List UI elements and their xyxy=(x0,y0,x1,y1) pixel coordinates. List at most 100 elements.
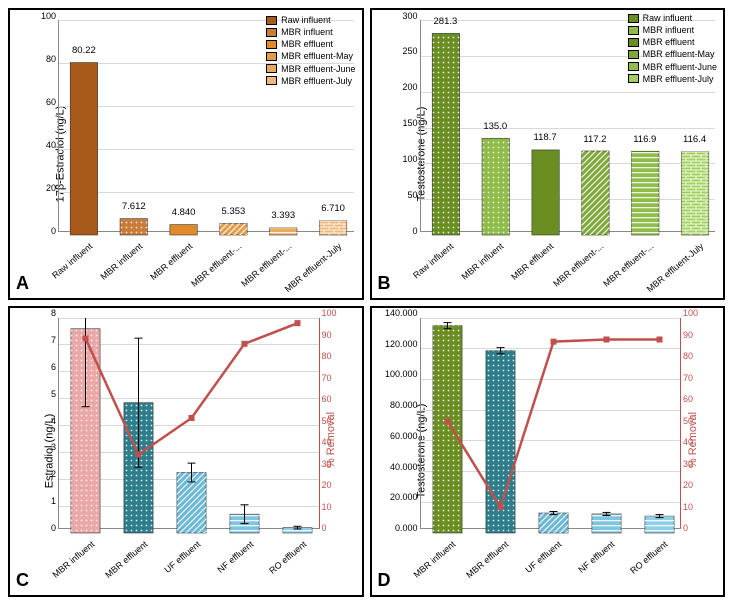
y2-tick: 10 xyxy=(680,502,693,512)
bar-value-label: 80.22 xyxy=(72,45,96,56)
x-tick-label: UF effluent xyxy=(162,539,202,575)
legend-label: Raw influent xyxy=(281,14,331,26)
legend-label: MBR effluent-June xyxy=(281,63,355,75)
bar xyxy=(432,33,459,235)
line-marker xyxy=(550,338,556,344)
plot: 0123456780102030405060708090100 MBR infl… xyxy=(58,318,320,530)
y-tick: 250 xyxy=(402,46,420,56)
gridline xyxy=(421,92,716,93)
y2-tick: 10 xyxy=(319,502,332,512)
y-tick: 7 xyxy=(51,335,59,345)
x-tick-label: MBR influent xyxy=(98,241,144,282)
x-tick-label: MBR effluent xyxy=(148,241,194,282)
y2-tick: 40 xyxy=(680,437,693,447)
bar xyxy=(482,138,509,235)
removal-line xyxy=(447,339,659,507)
panel-letter: A xyxy=(16,273,29,294)
x-tick-label: UF effluent xyxy=(523,539,563,575)
x-tick-label: MBR effluent-... xyxy=(551,241,605,289)
y2-tick: 80 xyxy=(319,351,332,361)
gridline xyxy=(59,398,319,399)
gridline xyxy=(59,318,319,319)
x-tick-label: MBR effluent xyxy=(464,539,510,580)
x-tick-label: MBR influent xyxy=(50,539,96,580)
x-tick-label: MBR effluent-... xyxy=(239,241,293,289)
gridline xyxy=(421,348,681,349)
y2-tick: 50 xyxy=(319,416,332,426)
y-tick: 140.000 xyxy=(385,308,421,318)
legend-item: MBR effluent-May xyxy=(628,48,717,60)
bar xyxy=(71,328,100,532)
y-tick: 40 xyxy=(46,140,59,150)
legend-swatch xyxy=(266,52,277,61)
legend-swatch xyxy=(628,14,639,23)
y-tick: 80 xyxy=(46,54,59,64)
legend-label: MBR effluent xyxy=(281,38,333,50)
y2-tick: 30 xyxy=(319,459,332,469)
y-tick: 100 xyxy=(402,154,420,164)
legend-item: MBR effluent-May xyxy=(266,50,355,62)
x-tick-label: Raw influent xyxy=(411,241,455,280)
bar xyxy=(591,513,620,532)
plot: 0.00020.00040.00060.00080.000100.000120.… xyxy=(420,318,682,530)
x-tick-label: MBR effluent-... xyxy=(190,241,244,289)
legend-label: MBR influent xyxy=(281,26,333,38)
y-tick: 100.000 xyxy=(385,369,421,379)
legend-swatch xyxy=(628,62,639,71)
y2-tick: 100 xyxy=(319,308,337,318)
gridline xyxy=(59,371,319,372)
bar-pattern xyxy=(283,527,312,532)
bar-pattern xyxy=(485,350,514,532)
legend: Raw influentMBR influentMBR effluentMBR … xyxy=(628,12,717,85)
removal-line xyxy=(86,323,298,454)
legend-swatch xyxy=(628,50,639,59)
bar-value-label: 7.612 xyxy=(122,201,146,212)
bar-value-label: 6.710 xyxy=(321,203,345,214)
gridline xyxy=(421,410,681,411)
bar-pattern xyxy=(538,513,567,533)
legend-item: MBR effluent xyxy=(628,36,717,48)
figure-grid: 17β-Estradiol (ng/L)020406080100 80.22Ra… xyxy=(8,8,725,597)
y-tick: 5 xyxy=(51,389,59,399)
gridline xyxy=(59,192,354,193)
gridline xyxy=(59,506,319,507)
panel-letter: B xyxy=(378,273,391,294)
gridline xyxy=(59,106,354,107)
line-marker xyxy=(83,335,89,341)
legend-swatch xyxy=(628,74,639,83)
bar-pattern xyxy=(177,472,206,532)
chart-area: 0.00020.00040.00060.00080.000100.000120.… xyxy=(420,318,682,530)
legend-swatch xyxy=(266,40,277,49)
y-tick: 6 xyxy=(51,362,59,372)
bar-value-label: 116.9 xyxy=(633,134,656,145)
gridline xyxy=(421,128,716,129)
bar-pattern xyxy=(230,514,259,533)
bar xyxy=(220,223,247,235)
panel-letter: D xyxy=(378,570,391,591)
legend-label: MBR effluent-May xyxy=(281,50,353,62)
panel-letter: C xyxy=(16,570,29,591)
bar-pattern xyxy=(120,219,147,235)
gridline xyxy=(59,344,319,345)
legend-item: MBR effluent-July xyxy=(266,75,355,87)
y2-tick: 80 xyxy=(680,351,693,361)
line-marker xyxy=(242,340,248,346)
y2-tick: 0 xyxy=(680,523,688,533)
y2-tick: 40 xyxy=(319,437,332,447)
y2-tick: 50 xyxy=(680,416,693,426)
x-tick-label: MBR effluent xyxy=(509,241,555,282)
x-tick-label: MBR influent xyxy=(460,241,506,282)
legend-label: MBR effluent-May xyxy=(643,48,715,60)
y-tick: 0 xyxy=(51,226,59,236)
legend-swatch xyxy=(266,64,277,73)
x-tick-label: RO effluent xyxy=(267,539,308,576)
bar-pattern xyxy=(644,516,673,533)
bar xyxy=(283,527,312,532)
gridline xyxy=(421,440,681,441)
x-tick-label: MBR influent xyxy=(412,539,458,580)
x-tick-label: Raw influent xyxy=(50,241,94,280)
legend-swatch xyxy=(628,38,639,47)
legend-label: MBR effluent-July xyxy=(281,75,352,87)
legend-swatch xyxy=(266,16,277,25)
y-tick: 200 xyxy=(402,82,420,92)
